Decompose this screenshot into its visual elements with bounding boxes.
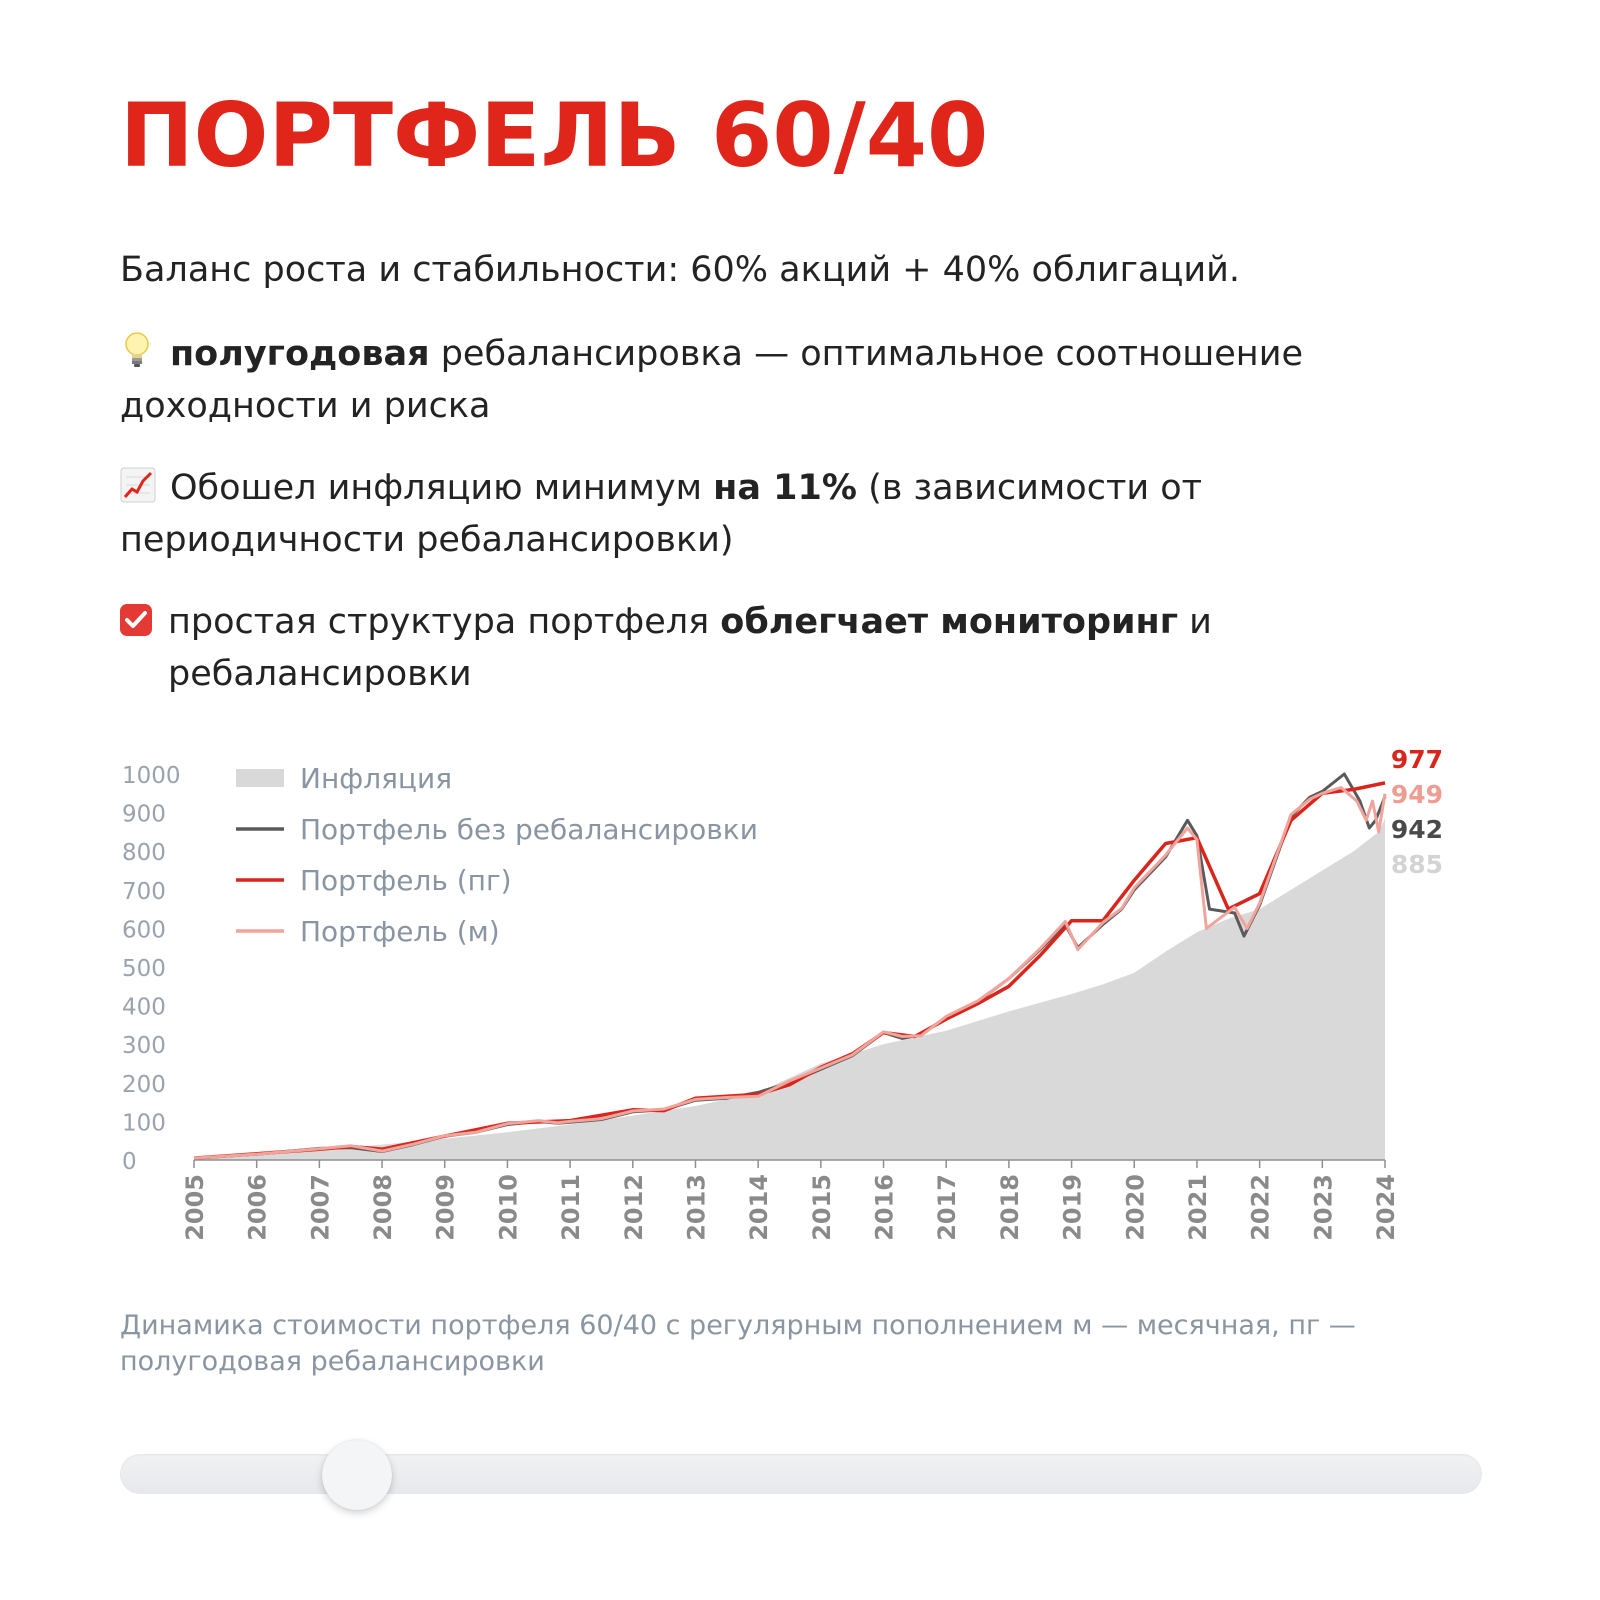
x-tick-label: 2005 <box>181 1174 209 1241</box>
legend-label: Портфель (пг) <box>300 864 512 897</box>
bullet-bold: на 11% <box>713 468 857 508</box>
bullet-text: Обошел инфляцию минимум <box>170 468 714 508</box>
carousel-slider-thumb[interactable] <box>322 1440 392 1510</box>
series-area-inflation <box>194 818 1385 1160</box>
y-tick-label: 800 <box>122 840 166 866</box>
legend-swatch-area <box>236 769 284 787</box>
y-tick-label: 200 <box>122 1072 166 1098</box>
x-tick-label: 2017 <box>933 1174 961 1241</box>
y-tick-label: 300 <box>122 1033 166 1059</box>
x-tick-label: 2019 <box>1059 1174 1087 1241</box>
y-tick-label: 500 <box>122 956 166 982</box>
x-tick-label: 2020 <box>1121 1174 1149 1241</box>
x-tick-label: 2012 <box>620 1174 648 1241</box>
x-tick-label: 2024 <box>1372 1174 1400 1241</box>
x-tick-label: 2010 <box>494 1174 522 1241</box>
x-tick-label: 2008 <box>369 1174 397 1241</box>
page-title: ПОРТФЕЛЬ 60/40 <box>120 84 989 187</box>
y-tick-label: 700 <box>122 879 166 905</box>
y-tick-label: 600 <box>122 917 166 943</box>
chart-caption: Динамика стоимости портфеля 60/40 с регу… <box>120 1310 1356 1377</box>
legend-label: Инфляция <box>300 762 452 795</box>
y-tick-label: 0 <box>122 1149 137 1175</box>
end-value-label: 949 <box>1391 780 1443 809</box>
y-tick-label: 900 <box>122 802 166 828</box>
series-line-3 <box>193 786 1387 1160</box>
bullet-text: ребалансировка — оптимальное соотношение… <box>120 334 1303 426</box>
end-value-label: 977 <box>1391 745 1443 774</box>
bullet-rebalancing: полугодовая ребалансировка — оптимальное… <box>120 328 1500 432</box>
bullet-bold: полугодовая <box>170 334 430 374</box>
y-tick-label: 400 <box>122 995 166 1021</box>
portfolio-chart: 0 100 200 300 400 500 600 700 800 900 1000 2005 2006… <box>122 745 1443 1241</box>
lightbulb-icon <box>120 331 160 367</box>
legend-label: Портфель (м) <box>300 915 500 948</box>
end-value-label: 942 <box>1391 815 1443 844</box>
x-tick-label: 2014 <box>745 1174 773 1241</box>
y-tick-label: 100 <box>122 1110 166 1136</box>
y-tick-label: 1000 <box>122 763 181 789</box>
intro-text: Баланс роста и стабильности: 60% акций +… <box>120 250 1240 290</box>
x-tick-label: 2015 <box>808 1174 836 1241</box>
x-tick-label: 2009 <box>432 1174 460 1241</box>
bullet-bold: облегчает мониторинг <box>720 602 1179 642</box>
legend-label: Портфель без ребалансировки <box>300 813 758 846</box>
bullet-text: и ребалансировки <box>168 602 1212 694</box>
bullet-text: (в зависимости от периодичности ребаланс… <box>120 468 1203 560</box>
bullet-text: простая структура портфеля <box>168 602 721 642</box>
x-tick-label: 2016 <box>871 1174 899 1241</box>
end-value-label: 885 <box>1391 850 1443 879</box>
x-tick-label: 2021 <box>1184 1174 1212 1241</box>
bullet-structure: простая структура портфеля облегчает мон… <box>120 596 1348 700</box>
x-tick-label: 2011 <box>557 1174 585 1241</box>
checkbox-icon <box>120 604 152 636</box>
x-tick-label: 2023 <box>1309 1174 1337 1241</box>
x-tick-label: 2022 <box>1247 1174 1275 1241</box>
bullet-inflation: Обошел инфляцию минимум на 11% (в зависи… <box>120 462 1300 566</box>
chart-increasing-icon <box>120 466 160 503</box>
x-tick-label: 2007 <box>306 1174 334 1241</box>
x-tick-label: 2013 <box>682 1174 710 1241</box>
x-tick-label: 2018 <box>996 1174 1024 1241</box>
x-tick-label: 2006 <box>244 1174 272 1241</box>
